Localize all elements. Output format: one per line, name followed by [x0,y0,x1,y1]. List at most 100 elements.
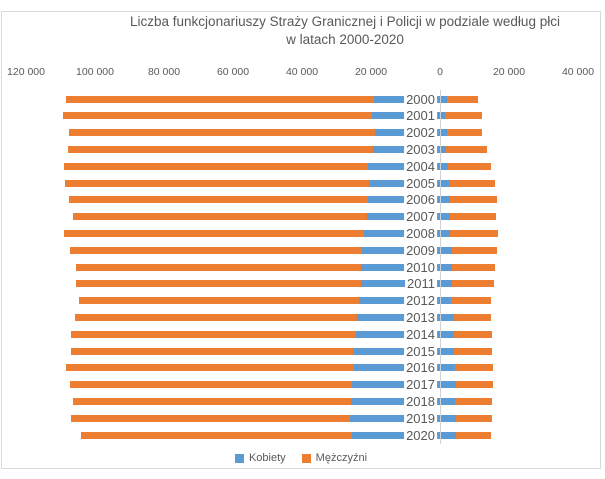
x-axis-tick-label: 120 000 [7,66,45,78]
legend-item-kobiety: Kobiety [234,452,286,464]
year-label: 2008 [404,225,437,241]
bar-segment-mezczyzni-right [453,330,493,338]
bar-segment-mezczyzni-left [80,431,352,439]
x-axis-tick-label: 40 000 [561,66,595,78]
year-label: 2006 [404,192,437,208]
legend-swatch-kobiety-icon [234,453,244,463]
chart-title: Liczba funkcjonariuszy Straży Granicznej… [90,13,600,49]
bar-segment-kobiety-right [441,330,454,338]
bar-segment-mezczyzni-right [455,414,493,422]
bar-segment-mezczyzni-right [454,347,493,355]
chart-border [1,11,601,469]
bar-segment-kobiety-left [363,229,440,237]
legend-label-kobiety: Kobiety [248,452,286,464]
bar-segment-mezczyzni-left [70,381,353,389]
bar-segment-mezczyzni-left [66,95,374,103]
bar-segment-mezczyzni-left [70,246,363,254]
year-label: 2005 [404,175,437,191]
bar-segment-kobiety-right [441,431,456,439]
x-axis-tick-label: 80 000 [147,66,181,78]
bar-segment-kobiety-right [441,229,450,237]
bar-segment-mezczyzni-right [450,213,497,221]
bar-segment-kobiety-right [441,263,453,271]
bar-segment-kobiety-left [360,263,440,271]
year-label: 2015 [404,343,437,359]
bar-segment-mezczyzni-left [74,313,358,321]
bar-segment-mezczyzni-right [452,280,495,288]
year-label: 2011 [405,276,437,292]
bar-segment-kobiety-left [358,297,440,305]
bar-segment-kobiety-right [441,364,455,372]
bar-segment-kobiety-right [441,246,453,254]
year-label: 2004 [404,158,437,174]
x-axis-tick-label: 100 000 [76,66,114,78]
year-label: 2002 [404,125,437,141]
bar-segment-kobiety-right [441,129,447,137]
legend-label-mezczyzni: Mężczyźni [315,452,368,464]
bar-segment-kobiety-right [441,397,456,405]
bar-segment-kobiety-left [353,347,440,355]
year-label: 2012 [404,293,437,309]
bar-segment-kobiety-left [356,330,440,338]
year-label: 2018 [404,393,437,409]
year-label: 2007 [404,209,437,225]
year-label: 2010 [404,259,437,275]
bar-segment-mezczyzni-left [68,145,373,153]
bar-segment-mezczyzni-right [449,229,498,237]
year-label: 2001 [404,108,437,124]
bar-segment-kobiety-left [349,414,440,422]
bar-segment-kobiety-left [353,364,440,372]
bar-segment-mezczyzni-left [70,330,357,338]
chart-legend: Kobiety Mężczyźni [1,452,601,464]
bar-segment-mezczyzni-left [73,397,351,405]
legend-swatch-mezczyzni-icon [301,453,311,463]
chart-title-line2: w latach 2000-2020 [286,32,404,47]
bar-segment-kobiety-right [441,297,452,305]
year-label: 2020 [404,427,437,443]
bar-segment-mezczyzni-left [69,196,369,204]
bar-segment-mezczyzni-right [455,381,493,389]
year-label: 2017 [404,377,437,393]
bar-segment-mezczyzni-left [64,229,364,237]
bar-segment-kobiety-right [441,95,447,103]
year-label: 2016 [404,360,437,376]
year-label: 2014 [404,326,437,342]
bar-segment-kobiety-left [352,381,440,389]
bar-segment-kobiety-left [360,280,440,288]
bar-segment-kobiety-left [362,246,440,254]
bar-segment-mezczyzni-left [78,297,359,305]
bar-segment-mezczyzni-right [445,145,487,153]
bar-segment-mezczyzni-right [449,196,497,204]
bar-segment-mezczyzni-right [452,263,495,271]
bar-segment-kobiety-right [441,414,456,422]
bar-segment-kobiety-right [441,313,454,321]
bar-segment-mezczyzni-right [448,179,495,187]
bar-segment-kobiety-left [350,397,440,405]
year-label: 2009 [404,242,437,258]
bar-segment-mezczyzni-right [446,95,479,103]
bar-segment-kobiety-left [367,162,440,170]
legend-item-mezczyzni: Mężczyźni [301,452,368,464]
bar-segment-kobiety-right [441,213,451,221]
x-axis-tick-label: 20 000 [354,66,388,78]
bar-segment-mezczyzni-left [76,280,361,288]
chart-title-line1: Liczba funkcjonariuszy Straży Granicznej… [130,14,560,29]
x-axis-tick-label: 0 [437,66,443,78]
bar-segment-mezczyzni-right [452,246,497,254]
x-axis-tick-label: 60 000 [216,66,250,78]
bar-segment-kobiety-right [441,280,453,288]
bar-segment-mezczyzni-right [453,313,491,321]
bar-segment-kobiety-right [441,347,455,355]
bar-segment-kobiety-right [441,145,446,153]
bar-segment-mezczyzni-right [447,162,492,170]
bar-segment-kobiety-right [441,196,450,204]
year-label: 2000 [404,91,437,107]
bar-segment-mezczyzni-left [66,364,354,372]
zero-axis-line [440,90,441,444]
bar-segment-kobiety-left [351,431,440,439]
bar-segment-mezczyzni-right [446,129,483,137]
bar-segment-mezczyzni-right [445,112,483,120]
bar-segment-kobiety-left [366,213,440,221]
bar-segment-kobiety-right [441,381,456,389]
bar-segment-mezczyzni-right [451,297,492,305]
